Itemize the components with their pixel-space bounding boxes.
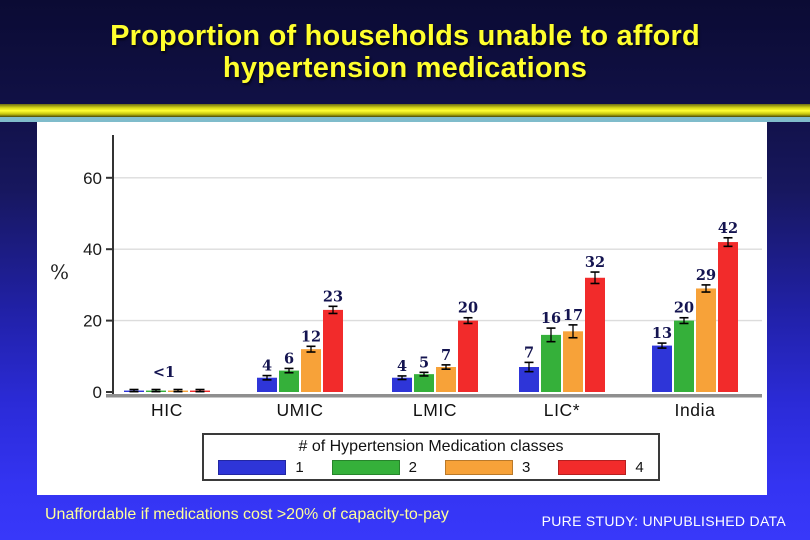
legend-swatch-4 bbox=[558, 460, 627, 475]
chart-text: % bbox=[50, 260, 69, 284]
x-tick-label-UMIC: UMIC bbox=[276, 400, 323, 420]
legend-item-label: 2 bbox=[408, 459, 417, 476]
bar-LIC*-3 bbox=[563, 331, 583, 392]
title-line-2: hypertension medications bbox=[222, 52, 588, 85]
bar-LMIC-1 bbox=[392, 377, 412, 392]
slide-title: Proportion of households unable to affor… bbox=[0, 20, 810, 85]
chart-text: 0 bbox=[93, 383, 102, 402]
x-tick-label-LMIC: LMIC bbox=[413, 400, 457, 420]
bar-LIC*-2 bbox=[541, 334, 561, 392]
chart-text: 7 bbox=[441, 347, 451, 364]
legend-item-4: 4 bbox=[558, 459, 644, 476]
legend-item-2: 2 bbox=[331, 459, 417, 476]
chart-panel: 0 20 40 60% <1 HIC 4 6 12 23 UMIC 4 5 7 20 LMIC 7 16 17 32 L… bbox=[37, 122, 767, 495]
x-tick-label-LIC: LIC* bbox=[544, 400, 580, 420]
chart-text: 29 bbox=[696, 267, 716, 284]
chart-text: 12 bbox=[301, 328, 321, 345]
legend-item-label: 4 bbox=[635, 459, 644, 476]
x-tick-label-India: India bbox=[675, 400, 716, 420]
bar-India-1 bbox=[652, 345, 672, 392]
bar-India-3 bbox=[696, 288, 716, 392]
legend-item-1: 1 bbox=[218, 459, 304, 476]
bar-LMIC-2 bbox=[414, 374, 434, 392]
chart-text: 32 bbox=[585, 254, 605, 271]
chart-text: 23 bbox=[323, 288, 343, 305]
chart-text: 16 bbox=[541, 310, 561, 327]
chart-text: 42 bbox=[718, 220, 738, 237]
footnote: Unaffordable if medications cost >20% of… bbox=[45, 506, 449, 523]
title-line-1: Proportion of households unable to affor… bbox=[110, 20, 700, 52]
bar-LIC*-4 bbox=[585, 277, 605, 392]
chart-text: 20 bbox=[458, 300, 478, 317]
bar-LMIC-4 bbox=[458, 320, 478, 392]
bar-India-2 bbox=[674, 320, 694, 392]
bar-UMIC-4 bbox=[323, 309, 343, 392]
legend-item-3: 3 bbox=[445, 459, 530, 476]
chart-text: <1 bbox=[153, 364, 175, 381]
chart-text: 6 bbox=[284, 350, 294, 367]
bar-LIC*-1 bbox=[519, 367, 539, 392]
legend-item-label: 3 bbox=[522, 459, 531, 476]
bar-UMIC-2 bbox=[279, 370, 299, 392]
chart-text: 17 bbox=[563, 307, 583, 324]
chart-text: 60 bbox=[83, 169, 102, 188]
chart-text: 5 bbox=[419, 354, 429, 371]
legend-swatch-2 bbox=[331, 460, 400, 475]
bar-UMIC-1 bbox=[257, 377, 277, 392]
x-tick-label-HIC: HIC bbox=[151, 400, 183, 420]
chart-text: 4 bbox=[397, 358, 407, 375]
source-credit: PURE STUDY: UNPUBLISHED DATA bbox=[541, 513, 786, 529]
chart-text: 20 bbox=[674, 300, 694, 317]
chart-text: 20 bbox=[83, 312, 102, 331]
bar-LMIC-3 bbox=[436, 367, 456, 392]
divider-accent-line bbox=[0, 117, 810, 122]
chart-text: 13 bbox=[652, 325, 672, 342]
legend-item-label: 1 bbox=[295, 459, 304, 476]
title-divider-bar bbox=[0, 104, 810, 117]
legend-items: 1 2 3 4 bbox=[218, 459, 644, 476]
legend-title: # of Hypertension Medication classes bbox=[298, 438, 564, 455]
bar-UMIC-3 bbox=[301, 349, 321, 392]
legend-swatch-1 bbox=[218, 460, 287, 475]
chart-text: 40 bbox=[83, 240, 102, 259]
chart-legend: # of Hypertension Medication classes 1 2 3… bbox=[202, 433, 660, 481]
chart-text: 4 bbox=[262, 358, 272, 375]
x-axis-line bbox=[106, 394, 762, 398]
chart-text: 7 bbox=[524, 344, 534, 361]
legend-swatch-3 bbox=[445, 460, 513, 475]
bar-India-4 bbox=[718, 242, 738, 392]
